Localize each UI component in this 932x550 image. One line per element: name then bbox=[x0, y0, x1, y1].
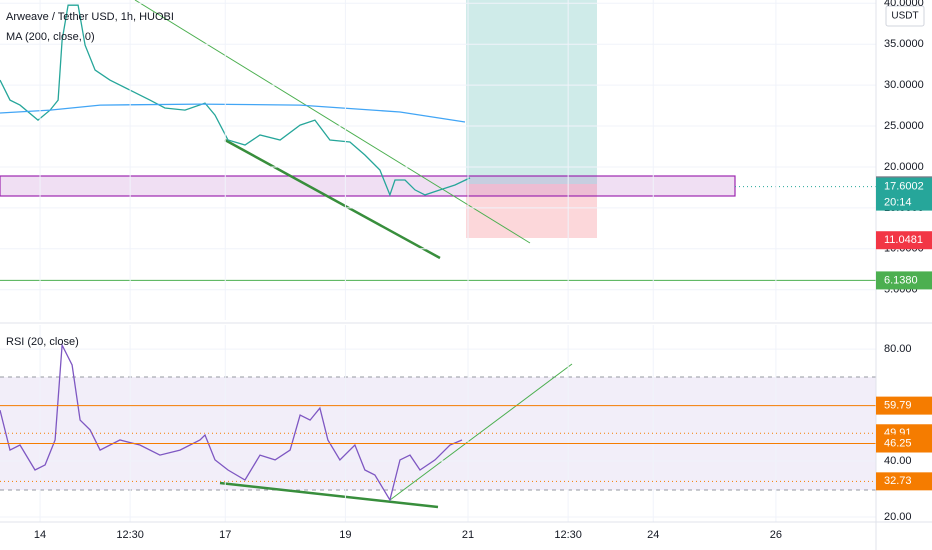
trendline bbox=[134, 0, 531, 244]
price-label-box bbox=[876, 434, 932, 453]
x-tick-label: 26 bbox=[770, 529, 782, 541]
price-label-box bbox=[876, 396, 932, 415]
profit-zone bbox=[466, 0, 597, 184]
price-label-box bbox=[876, 472, 932, 491]
trendline bbox=[389, 363, 573, 501]
pane-title: RSI (20, close) bbox=[6, 336, 79, 348]
y-tick-label: 35.0000 bbox=[884, 38, 924, 50]
series-line bbox=[0, 342, 463, 502]
trendline bbox=[224, 138, 441, 260]
series-line bbox=[0, 4, 471, 197]
x-tick-label: 21 bbox=[462, 529, 474, 541]
loss-zone bbox=[466, 184, 597, 238]
price-label-box bbox=[876, 231, 932, 250]
price-label: 6.1380 bbox=[884, 274, 918, 286]
chart-title: Arweave / Tether USD, 1h, HUOBI bbox=[6, 11, 174, 23]
series-line bbox=[0, 103, 466, 123]
price-label: 59.79 bbox=[884, 400, 912, 412]
currency[interactable]: USDT bbox=[891, 11, 918, 22]
x-tick-label: 14 bbox=[34, 529, 46, 541]
y-tick-label: 25.0000 bbox=[884, 120, 924, 132]
countdown-box bbox=[876, 194, 932, 211]
countdown: 20:14 bbox=[884, 197, 912, 209]
x-tick-label: 12:30 bbox=[116, 529, 144, 541]
y-tick-label: 40.0000 bbox=[884, 0, 924, 9]
y-tick-label: 20.00 bbox=[884, 511, 912, 523]
price-label: 32.73 bbox=[884, 475, 912, 487]
price-label-box bbox=[876, 177, 932, 196]
price-label: 17.6002 bbox=[884, 181, 924, 193]
x-tick-label: 12:30 bbox=[554, 529, 582, 541]
price-label: 11.0481 bbox=[884, 234, 923, 246]
y-tick-label: 20.0000 bbox=[884, 161, 924, 173]
rsi-band bbox=[0, 377, 876, 490]
price-label-box bbox=[876, 271, 932, 290]
y-tick-label: 40.00 bbox=[884, 455, 912, 467]
y-tick-label: 30.0000 bbox=[884, 79, 924, 91]
legend-entry: MA (200, close, 0) bbox=[6, 31, 95, 43]
support-zone bbox=[0, 175, 736, 197]
x-tick-label: 19 bbox=[339, 529, 351, 541]
x-tick-label: 24 bbox=[647, 529, 659, 541]
x-tick-label: 17 bbox=[219, 529, 231, 541]
trendline bbox=[219, 481, 439, 509]
currency-box[interactable] bbox=[885, 5, 925, 27]
price-label: 46.25 bbox=[884, 437, 912, 449]
y-tick-label: 80.00 bbox=[884, 343, 912, 355]
